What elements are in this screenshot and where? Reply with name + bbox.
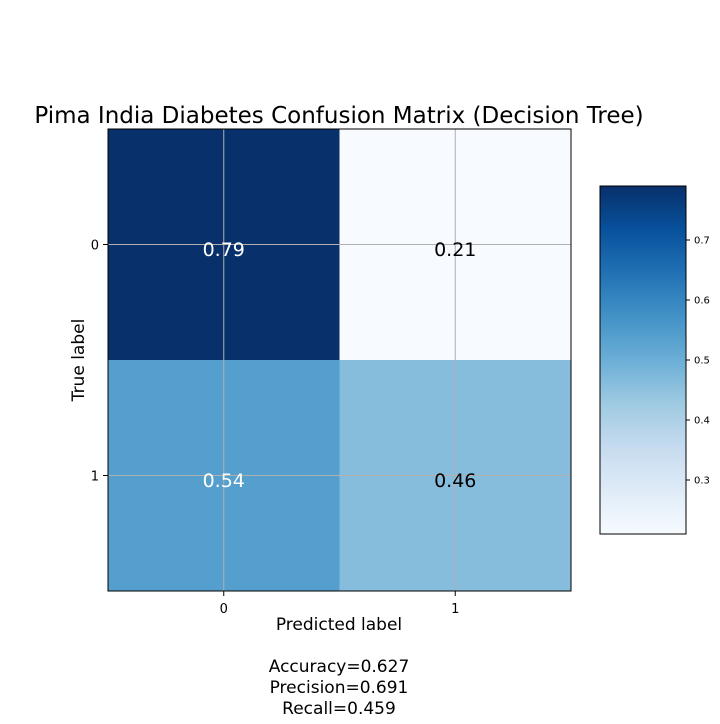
- colorbar: 0.3 0.4 0.5 0.6 0.7: [599, 185, 710, 535]
- x-tick-label: 0: [220, 602, 228, 617]
- metric-line: Accuracy=0.627: [269, 657, 410, 677]
- y-tick-label: 1: [91, 470, 99, 485]
- x-tick-label: 1: [451, 602, 459, 617]
- cell-labels: 0.79 0.21 0.54 0.46: [203, 239, 477, 492]
- cell-value-label: 0.46: [434, 470, 476, 492]
- y-tick-label: 0: [91, 239, 99, 254]
- colorbar-ticks: 0.3 0.4 0.5 0.6 0.7: [686, 236, 710, 487]
- heatmap-cells: [108, 129, 571, 591]
- x-axis-label: Predicted label: [276, 615, 402, 635]
- colorbar-gradient: [599, 185, 687, 535]
- colorbar-tick-label: 0.3: [694, 476, 710, 487]
- plot-frame: [107, 128, 572, 592]
- chart-title: Pima India Diabetes Confusion Matrix (De…: [34, 103, 643, 129]
- colorbar-tick-label: 0.7: [694, 236, 710, 247]
- y-axis-ticks: 01: [91, 239, 108, 485]
- colorbar-tick-label: 0.6: [694, 296, 710, 307]
- y-axis-label: True label: [69, 319, 89, 403]
- metric-line: Recall=0.459: [282, 699, 396, 719]
- colorbar-tick-label: 0.4: [694, 416, 710, 427]
- gridlines: [108, 129, 571, 591]
- cell-value-label: 0.79: [203, 239, 245, 261]
- metric-line: Precision=0.691: [270, 678, 409, 698]
- cell-value-label: 0.54: [203, 470, 245, 492]
- cell-value-label: 0.21: [434, 239, 476, 261]
- colorbar-tick-label: 0.5: [694, 356, 710, 367]
- metrics-text: Accuracy=0.627Precision=0.691Recall=0.45…: [269, 657, 410, 719]
